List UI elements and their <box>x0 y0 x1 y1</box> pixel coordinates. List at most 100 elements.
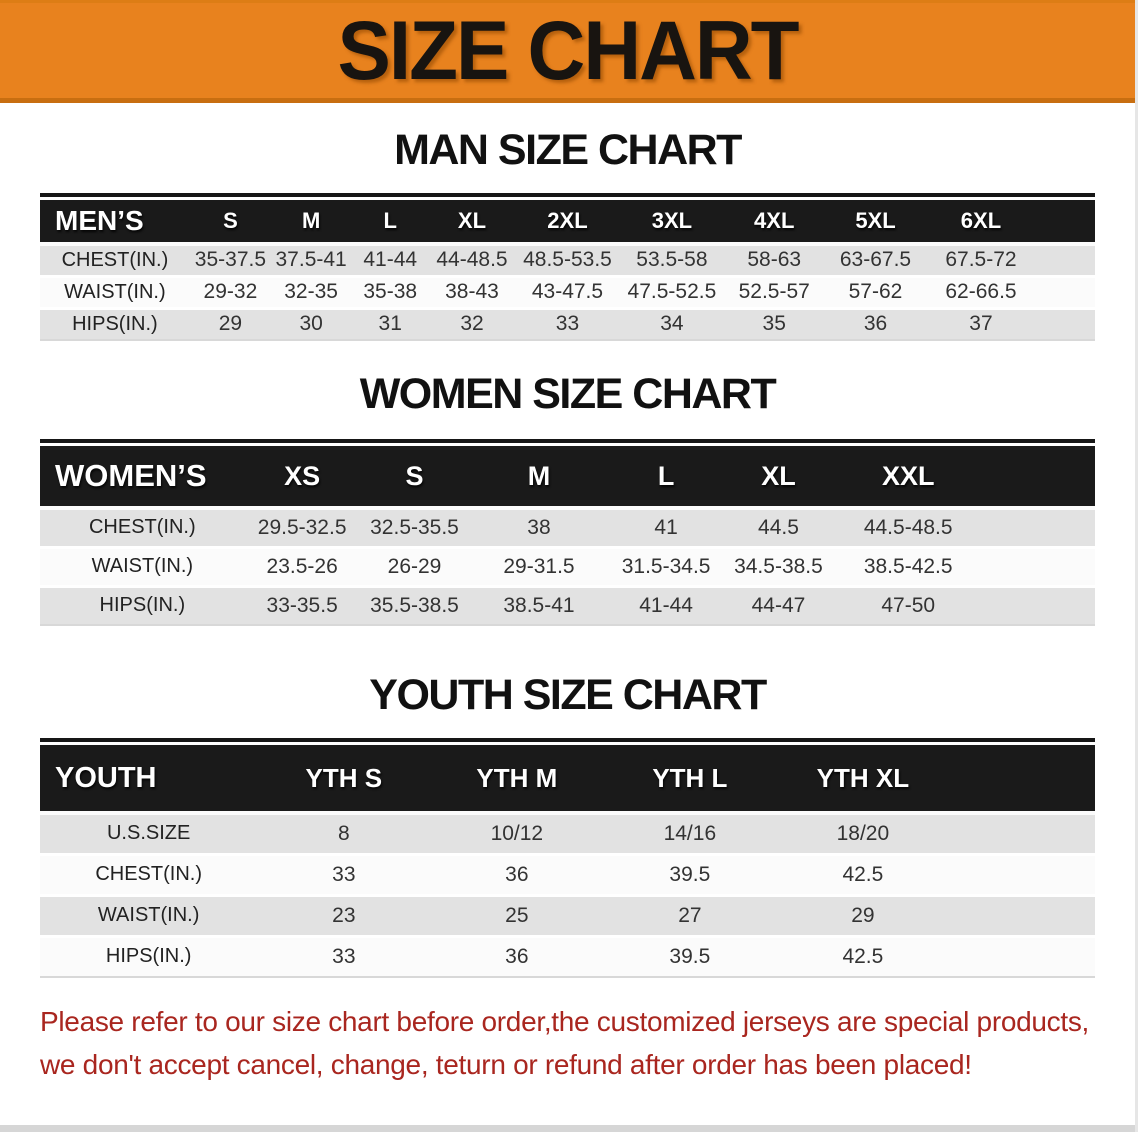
row-label: HIPS(IN.) <box>40 936 258 978</box>
size-column-header: YTH M <box>430 745 604 815</box>
measurement-cell: 30 <box>271 308 352 341</box>
spacer-cell <box>949 745 1095 815</box>
row-label: WAIST(IN.) <box>40 895 258 938</box>
size-column-header: S <box>189 200 272 246</box>
table-row: WAIST(IN.) 29-32 32-35 35-38 38-43 43-47.5 47.… <box>40 276 1095 310</box>
spacer-cell <box>1035 308 1095 341</box>
table-header-row: YOUTH YTH S YTH M YTH L YTH XL <box>40 745 1095 815</box>
table-row: HIPS(IN.) 33-35.5 35.5-38.5 38.5-41 41-44 44-… <box>40 586 1095 626</box>
measurement-cell: 36 <box>430 854 604 897</box>
spacer-cell <box>949 854 1095 897</box>
measurement-cell: 43-47.5 <box>514 276 621 310</box>
measurement-cell: 44.5-48.5 <box>833 508 984 549</box>
measurement-cell: 41-44 <box>351 244 430 278</box>
measurement-cell: 44-48.5 <box>429 244 515 278</box>
size-column-header: S <box>359 446 470 510</box>
measurement-cell: 44-47 <box>723 586 834 626</box>
man-size-chart-title: MAN SIZE CHART <box>394 126 742 174</box>
row-label: CHEST(IN.) <box>40 508 245 549</box>
size-column-header: XS <box>244 446 360 510</box>
man-size-chart-section: MEN’S S M L XL 2XL 3XL 4XL 5XL 6XL CHEST(IN.) 35-3… <box>40 193 1095 341</box>
spacer-cell <box>949 936 1095 978</box>
measurement-cell: 8 <box>257 813 431 856</box>
youth-size-table: YOUTH YTH S YTH M YTH L YTH XL U.S.SIZE 8 10/1… <box>40 745 1095 978</box>
size-column-header: 2XL <box>514 200 621 246</box>
spacer-cell <box>949 813 1095 856</box>
measurement-cell: 26-29 <box>359 547 470 588</box>
size-column-header: M <box>271 200 352 246</box>
size-column-header: YTH XL <box>776 745 950 815</box>
measurement-cell: 31.5-34.5 <box>608 547 724 588</box>
measurement-cell: 39.5 <box>603 936 777 978</box>
table-corner-label: WOMEN’S <box>40 446 245 510</box>
measurement-cell: 63-67.5 <box>824 244 927 278</box>
measurement-cell: 62-66.5 <box>926 276 1036 310</box>
spacer-cell <box>983 586 1095 626</box>
measurement-cell: 38-43 <box>429 276 515 310</box>
measurement-cell: 33-35.5 <box>244 586 360 626</box>
size-column-header: YTH L <box>603 745 777 815</box>
measurement-cell: 32 <box>429 308 515 341</box>
measurement-cell: 35-37.5 <box>189 244 272 278</box>
measurement-cell: 29-32 <box>189 276 272 310</box>
women-size-chart-title: WOMEN SIZE CHART <box>359 370 777 418</box>
table-row: CHEST(IN.) 29.5-32.5 32.5-35.5 38 41 44.5 44.5… <box>40 508 1095 549</box>
man-size-table: MEN’S S M L XL 2XL 3XL 4XL 5XL 6XL CHEST(IN.) 35-3… <box>40 200 1095 341</box>
measurement-cell: 41 <box>608 508 724 549</box>
measurement-cell: 44.5 <box>723 508 834 549</box>
spacer-cell <box>1035 276 1095 310</box>
measurement-cell: 34.5-38.5 <box>723 547 834 588</box>
spacer-cell <box>949 895 1095 938</box>
measurement-cell: 32.5-35.5 <box>359 508 470 549</box>
spacer-cell <box>983 547 1095 588</box>
measurement-cell: 67.5-72 <box>926 244 1036 278</box>
size-column-header: 3XL <box>620 200 724 246</box>
size-column-header: XXL <box>833 446 984 510</box>
measurement-cell: 33 <box>514 308 621 341</box>
youth-size-chart-section: YOUTH YTH S YTH M YTH L YTH XL U.S.SIZE 8 10/1… <box>40 738 1095 978</box>
measurement-cell: 34 <box>620 308 724 341</box>
measurement-cell: 47-50 <box>833 586 984 626</box>
measurement-cell: 35 <box>723 308 825 341</box>
table-row: U.S.SIZE 8 10/12 14/16 18/20 <box>40 813 1095 856</box>
table-corner-label: YOUTH <box>40 745 258 815</box>
measurement-cell: 58-63 <box>723 244 825 278</box>
row-label: WAIST(IN.) <box>40 547 245 588</box>
table-row: CHEST(IN.) 33 36 39.5 42.5 <box>40 854 1095 897</box>
size-column-header: L <box>608 446 724 510</box>
size-column-header: 5XL <box>824 200 927 246</box>
measurement-cell: 48.5-53.5 <box>514 244 621 278</box>
size-column-header: 4XL <box>723 200 825 246</box>
table-row: CHEST(IN.) 35-37.5 37.5-41 41-44 44-48.5 48.5… <box>40 244 1095 278</box>
measurement-cell: 52.5-57 <box>723 276 825 310</box>
measurement-cell: 57-62 <box>824 276 927 310</box>
measurement-cell: 29 <box>776 895 950 938</box>
table-row: HIPS(IN.) 29 30 31 32 33 34 35 36 37 <box>40 308 1095 341</box>
measurement-cell: 36 <box>430 936 604 978</box>
table-row: WAIST(IN.) 23 25 27 29 <box>40 895 1095 938</box>
row-label: CHEST(IN.) <box>40 244 190 278</box>
row-label: HIPS(IN.) <box>40 586 245 626</box>
measurement-cell: 41-44 <box>608 586 724 626</box>
size-column-header: L <box>351 200 430 246</box>
measurement-cell: 27 <box>603 895 777 938</box>
measurement-cell: 35-38 <box>351 276 430 310</box>
spacer-cell <box>983 508 1095 549</box>
size-column-header: XL <box>429 200 515 246</box>
measurement-cell: 42.5 <box>776 936 950 978</box>
measurement-cell: 35.5-38.5 <box>359 586 470 626</box>
measurement-cell: 10/12 <box>430 813 604 856</box>
measurement-cell: 38.5-41 <box>469 586 609 626</box>
size-column-header: 6XL <box>926 200 1036 246</box>
measurement-cell: 23.5-26 <box>244 547 360 588</box>
row-label: WAIST(IN.) <box>40 276 190 310</box>
women-size-table: WOMEN’S XS S M L XL XXL CHEST(IN.) 29.5-32.5 32.… <box>40 446 1095 626</box>
disclaimer-line-1: Please refer to our size chart before or… <box>40 1006 1090 1037</box>
measurement-cell: 29 <box>189 308 272 341</box>
measurement-cell: 18/20 <box>776 813 950 856</box>
table-header-row: WOMEN’S XS S M L XL XXL <box>40 446 1095 510</box>
table-header-row: MEN’S S M L XL 2XL 3XL 4XL 5XL 6XL <box>40 200 1095 246</box>
size-column-header: XL <box>723 446 834 510</box>
measurement-cell: 37 <box>926 308 1036 341</box>
